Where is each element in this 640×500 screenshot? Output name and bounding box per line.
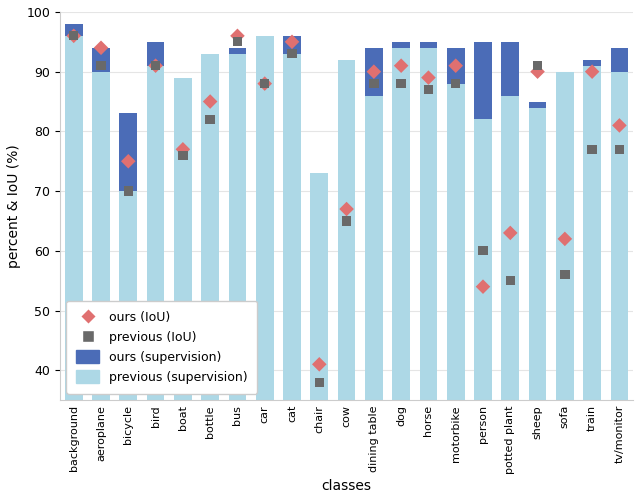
- Bar: [420, 42, 437, 48]
- ours (IoU): [68, 32, 79, 40]
- previous (IoU): [68, 32, 79, 40]
- Bar: [256, 36, 273, 500]
- Bar: [420, 48, 437, 500]
- previous (IoU): [532, 62, 543, 70]
- Bar: [501, 96, 519, 500]
- previous (IoU): [478, 247, 488, 255]
- Bar: [583, 66, 601, 500]
- previous (IoU): [205, 116, 215, 124]
- previous (IoU): [232, 38, 243, 46]
- ours (IoU): [560, 235, 570, 243]
- Bar: [283, 36, 301, 54]
- ours (IoU): [287, 38, 297, 46]
- previous (IoU): [342, 217, 352, 225]
- ours (IoU): [314, 360, 324, 368]
- previous (IoU): [451, 80, 461, 88]
- Bar: [365, 96, 383, 500]
- Y-axis label: percent & IoU (%): percent & IoU (%): [7, 144, 21, 268]
- ours (IoU): [532, 68, 543, 76]
- ours (IoU): [369, 68, 379, 76]
- previous (IoU): [96, 62, 106, 70]
- ours (IoU): [587, 68, 597, 76]
- previous (IoU): [178, 152, 188, 160]
- X-axis label: classes: classes: [321, 479, 372, 493]
- Bar: [611, 72, 628, 500]
- Bar: [529, 102, 547, 107]
- Bar: [310, 173, 328, 500]
- ours (IoU): [96, 44, 106, 52]
- previous (IoU): [314, 378, 324, 386]
- ours (IoU): [205, 98, 215, 106]
- Bar: [65, 36, 83, 500]
- Bar: [392, 48, 410, 500]
- previous (IoU): [587, 146, 597, 154]
- Bar: [611, 48, 628, 72]
- Bar: [338, 60, 355, 500]
- ours (IoU): [123, 157, 133, 165]
- ours (IoU): [260, 80, 270, 88]
- Bar: [228, 54, 246, 500]
- ours (IoU): [614, 122, 625, 130]
- Legend: ours (IoU), previous (IoU), ours (supervision), previous (supervision): ours (IoU), previous (IoU), ours (superv…: [67, 300, 257, 394]
- ours (IoU): [423, 74, 433, 82]
- Bar: [474, 42, 492, 119]
- Bar: [447, 48, 465, 84]
- previous (IoU): [287, 50, 297, 58]
- Bar: [65, 24, 83, 36]
- ours (IoU): [396, 62, 406, 70]
- ours (IoU): [342, 205, 352, 213]
- Bar: [174, 78, 192, 500]
- Bar: [147, 42, 164, 66]
- Bar: [283, 54, 301, 500]
- ours (IoU): [478, 282, 488, 290]
- Bar: [202, 54, 219, 500]
- previous (IoU): [505, 276, 515, 284]
- Bar: [120, 114, 137, 191]
- ours (IoU): [232, 32, 243, 40]
- previous (IoU): [560, 270, 570, 278]
- previous (IoU): [150, 62, 161, 70]
- ours (IoU): [505, 229, 515, 237]
- previous (IoU): [369, 80, 379, 88]
- Bar: [392, 42, 410, 48]
- Bar: [92, 72, 110, 500]
- Bar: [583, 60, 601, 66]
- Bar: [120, 191, 137, 500]
- previous (IoU): [614, 146, 625, 154]
- Bar: [147, 66, 164, 500]
- ours (IoU): [178, 146, 188, 154]
- Bar: [501, 42, 519, 96]
- Bar: [447, 84, 465, 500]
- ours (IoU): [451, 62, 461, 70]
- Bar: [228, 48, 246, 54]
- Bar: [474, 120, 492, 500]
- previous (IoU): [423, 86, 433, 94]
- previous (IoU): [260, 80, 270, 88]
- Bar: [92, 48, 110, 72]
- ours (IoU): [150, 62, 161, 70]
- previous (IoU): [123, 187, 133, 195]
- Bar: [556, 72, 573, 500]
- Bar: [365, 48, 383, 96]
- previous (IoU): [396, 80, 406, 88]
- Bar: [529, 108, 547, 500]
